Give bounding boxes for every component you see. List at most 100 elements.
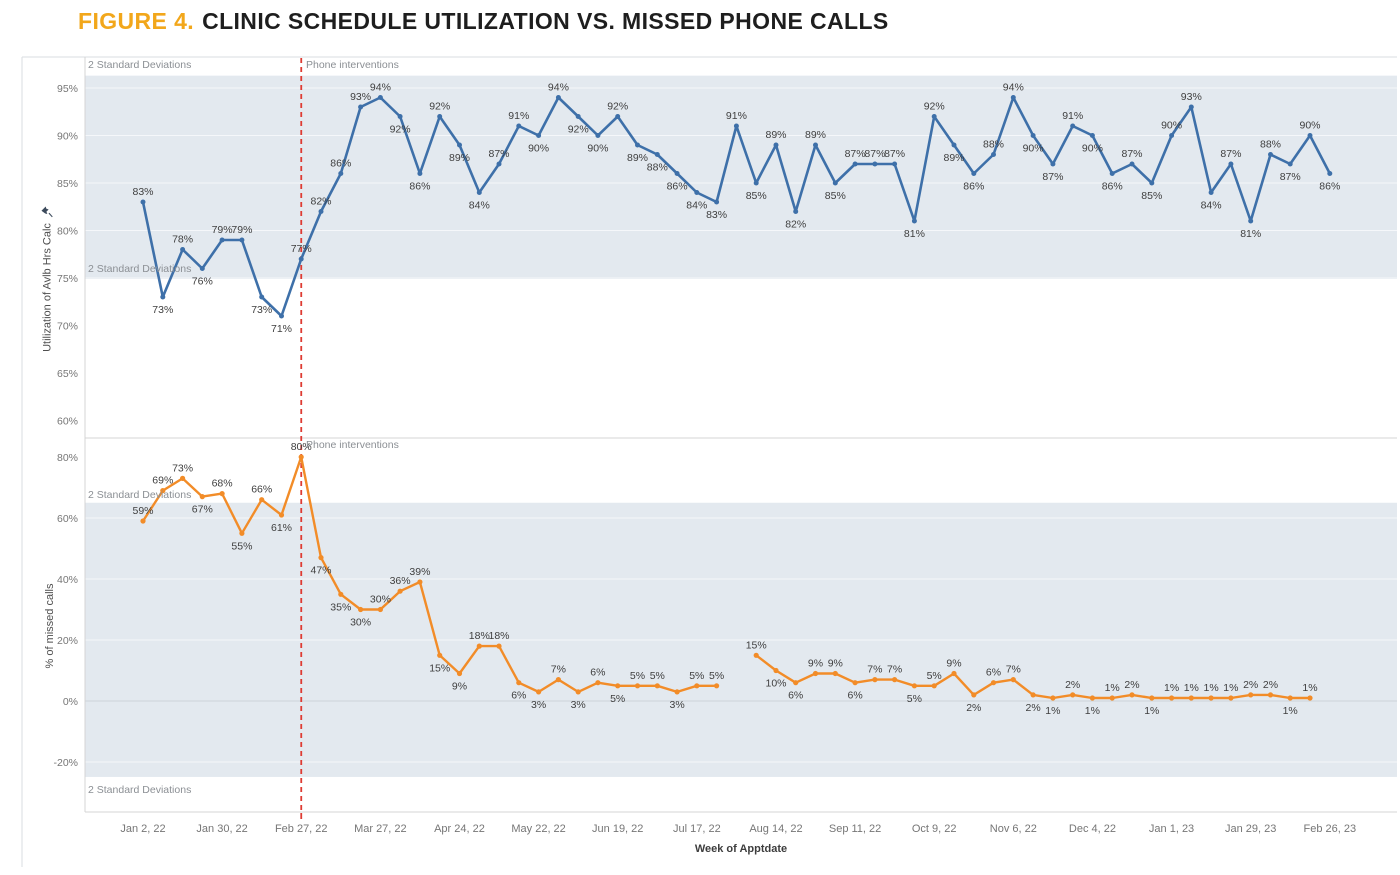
data-point[interactable] [852, 161, 858, 167]
data-point[interactable] [595, 680, 601, 686]
x-tick-label[interactable]: Jan 29, 23 [1225, 823, 1276, 835]
data-point[interactable] [1030, 692, 1036, 698]
data-point[interactable] [951, 142, 957, 148]
data-point[interactable] [872, 677, 878, 683]
data-point[interactable] [1010, 677, 1016, 683]
data-point[interactable] [1188, 104, 1194, 110]
data-point[interactable] [417, 171, 423, 176]
data-point[interactable] [318, 555, 324, 561]
data-point[interactable] [397, 588, 403, 594]
data-point[interactable] [536, 689, 542, 695]
data-point[interactable] [476, 190, 482, 195]
x-tick-label[interactable]: Jul 17, 22 [673, 823, 721, 835]
data-point[interactable] [634, 683, 641, 689]
data-point[interactable] [832, 670, 838, 677]
x-tick-label[interactable]: Oct 9, 22 [912, 823, 957, 835]
data-point[interactable] [298, 256, 304, 262]
data-point[interactable] [1208, 190, 1214, 195]
data-point[interactable] [278, 512, 285, 518]
data-point[interactable] [417, 579, 423, 585]
data-point[interactable] [654, 152, 660, 157]
data-point[interactable] [1248, 218, 1254, 224]
data-point[interactable] [358, 606, 364, 613]
data-point[interactable] [358, 104, 364, 110]
data-point[interactable] [1228, 695, 1234, 701]
data-point[interactable] [793, 680, 799, 686]
data-point[interactable] [1169, 695, 1175, 701]
data-point[interactable] [180, 475, 186, 481]
data-point[interactable] [298, 454, 304, 460]
data-point[interactable] [437, 652, 443, 658]
data-point[interactable] [377, 95, 383, 100]
data-point[interactable] [615, 114, 621, 119]
data-point[interactable] [536, 133, 542, 138]
data-point[interactable] [1287, 695, 1293, 701]
data-point[interactable] [1267, 692, 1274, 698]
data-point[interactable] [239, 530, 245, 536]
data-point[interactable] [635, 142, 640, 148]
x-tick-label[interactable]: Dec 4, 22 [1069, 823, 1116, 835]
x-tick-label[interactable]: May 22, 22 [511, 823, 565, 835]
data-point[interactable] [160, 294, 166, 300]
data-point[interactable] [1010, 95, 1016, 100]
data-point[interactable] [892, 161, 898, 167]
data-point[interactable] [813, 142, 818, 148]
data-point[interactable] [694, 190, 700, 195]
data-point[interactable] [1208, 695, 1214, 701]
data-point[interactable] [496, 161, 502, 167]
data-point[interactable] [595, 133, 601, 138]
data-point[interactable] [793, 209, 799, 214]
data-point[interactable] [1050, 695, 1056, 701]
data-point[interactable] [516, 123, 522, 129]
data-point[interactable] [456, 670, 463, 677]
data-point[interactable] [892, 677, 898, 683]
data-point[interactable] [773, 142, 779, 148]
data-point[interactable] [931, 114, 937, 119]
data-point[interactable] [1228, 161, 1234, 167]
data-point[interactable] [654, 683, 660, 689]
data-point[interactable] [1129, 692, 1135, 698]
x-tick-label[interactable]: Mar 27, 22 [354, 823, 407, 835]
data-point[interactable] [714, 199, 720, 205]
data-point[interactable] [199, 494, 205, 500]
data-point[interactable] [714, 683, 720, 689]
data-point[interactable] [990, 680, 997, 686]
data-point[interactable] [476, 643, 482, 649]
x-tick-label[interactable]: Aug 14, 22 [749, 823, 802, 835]
data-point[interactable] [1307, 695, 1313, 701]
data-point[interactable] [279, 313, 284, 319]
data-point[interactable] [852, 680, 858, 686]
data-point[interactable] [457, 142, 462, 148]
data-point[interactable] [1327, 171, 1333, 176]
data-point[interactable] [1109, 171, 1115, 176]
data-point[interactable] [180, 247, 186, 252]
data-point[interactable] [674, 171, 680, 176]
data-point[interactable] [555, 95, 561, 100]
data-point[interactable] [1169, 133, 1175, 138]
data-point[interactable] [753, 652, 759, 658]
data-point[interactable] [733, 123, 739, 129]
data-point[interactable] [199, 266, 205, 271]
data-point[interactable] [1089, 695, 1095, 701]
data-point[interactable] [694, 683, 700, 689]
data-point[interactable] [259, 294, 265, 300]
data-point[interactable] [931, 683, 937, 689]
data-point[interactable] [377, 606, 383, 613]
data-point[interactable] [812, 670, 819, 677]
data-point[interactable] [1089, 133, 1095, 138]
x-tick-label[interactable]: Feb 27, 22 [275, 823, 328, 835]
data-point[interactable] [1188, 695, 1194, 701]
x-tick-label[interactable]: Nov 6, 22 [990, 823, 1037, 835]
data-point[interactable] [338, 591, 344, 597]
data-point[interactable] [773, 667, 779, 674]
x-tick-label[interactable]: Jun 19, 22 [592, 823, 643, 835]
data-point[interactable] [338, 171, 344, 176]
data-point[interactable] [259, 497, 265, 503]
data-point[interactable] [971, 692, 977, 698]
data-point[interactable] [1070, 123, 1076, 129]
data-point[interactable] [991, 152, 996, 157]
data-point[interactable] [575, 114, 581, 119]
data-point[interactable] [219, 491, 225, 497]
data-point[interactable] [140, 518, 146, 524]
data-point[interactable] [575, 689, 581, 695]
